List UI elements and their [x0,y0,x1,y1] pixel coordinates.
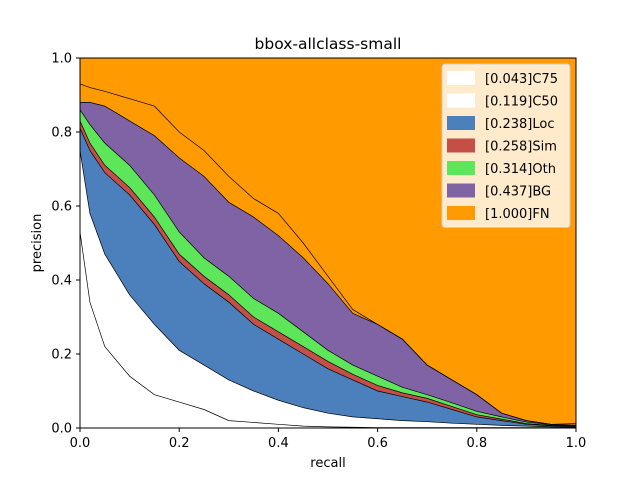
legend-swatch-0-314-oth [447,161,475,175]
legend-label-0-119-c50: [0.119]C50 [485,95,558,110]
legend-label-0-437-bg: [0.437]BG [485,185,551,200]
y-tick-label: 1.0 [51,52,72,67]
legend-label-1-000-fn: [1.000]FN [485,207,550,222]
y-tick-label: 0.6 [51,200,72,215]
x-tick-label: 0.0 [70,436,91,451]
series-boundaries [79,83,577,428]
plot-frame [79,57,577,429]
legend-label-0-314-oth: [0.314]Oth [485,162,556,177]
y-tick-label: 0.0 [51,422,72,437]
legend-swatch-0-043-c75 [447,71,475,85]
legend-swatch-1-000-fn [447,206,475,220]
chart-title: bbox-allclass-small [255,35,402,53]
legend-label-0-238-loc: [0.238]Loc [485,117,554,132]
x-axis-ticks: 0.0 0.2 0.4 0.6 0.8 1.0 [70,428,587,451]
boundary-0-258-sim [79,120,577,427]
boundary-0-314-oth [79,109,577,427]
x-tick-label: 0.6 [367,436,388,451]
x-tick-label: 0.8 [466,436,487,451]
legend-label-0-043-c75: [0.043]C75 [485,72,558,87]
x-tick-label: 1.0 [566,436,587,451]
area-0-238-loc [80,128,576,429]
y-tick-label: 0.4 [51,274,72,289]
x-tick-label: 0.2 [169,436,190,451]
y-tick-label: 0.2 [51,348,72,363]
y-axis-label: precision [30,214,45,273]
x-tick-label: 0.4 [268,436,289,451]
legend-swatch-0-119-c50 [447,93,475,108]
legend-label-0-258-sim: [0.258]Sim [485,140,557,155]
legend-swatch-0-437-bg [447,183,475,198]
x-axis-label: recall [310,456,345,471]
boundary-0-119-c50 [79,150,577,428]
legend: [0.043]C75 [0.119]C50 [0.238]Loc [0.258]Sim… [441,63,571,228]
legend-swatch-0-258-sim [447,138,475,153]
legend-swatch-0-238-loc [447,116,475,130]
area-0-043-c75 [80,231,576,428]
y-tick-label: 0.8 [51,126,72,141]
boundary-outer [79,83,577,425]
boundary-0-238-loc [79,128,577,427]
y-axis-ticks: 0.0 0.2 0.4 0.6 0.8 1.0 [51,52,80,437]
